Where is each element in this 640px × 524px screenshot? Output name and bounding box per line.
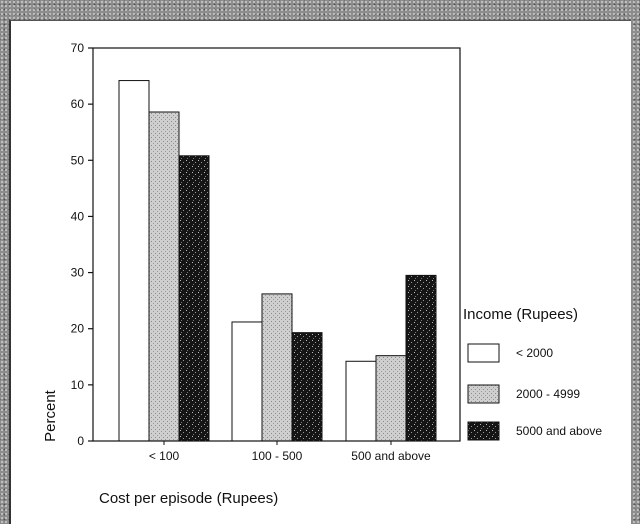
y-tick-label: 70 bbox=[71, 41, 85, 55]
y-axis-title: Percent bbox=[42, 389, 59, 442]
x-axis-title: Cost per episode (Rupees) bbox=[99, 490, 278, 507]
bar-1-series-1 bbox=[118, 80, 150, 442]
y-tick-label: 30 bbox=[71, 266, 85, 280]
bar-3-series-2 bbox=[375, 355, 407, 442]
y-tick-label: 40 bbox=[71, 209, 85, 223]
bar-1-series-2 bbox=[148, 111, 180, 442]
y-tick-label: 50 bbox=[71, 153, 85, 167]
bar-2-series-2 bbox=[261, 293, 293, 442]
bar-3-series-3 bbox=[405, 274, 437, 442]
legend-swatch-1 bbox=[467, 343, 500, 363]
y-tick-label: 60 bbox=[71, 97, 85, 111]
x-tick-label: < 100 bbox=[149, 449, 180, 463]
x-tick-label: 100 - 500 bbox=[252, 449, 303, 463]
bar-2-series-1 bbox=[231, 321, 263, 442]
y-tick-label: 20 bbox=[71, 322, 85, 336]
legend-swatch-3 bbox=[467, 421, 500, 441]
y-tick-label: 0 bbox=[77, 434, 84, 448]
legend-title: Income (Rupees) bbox=[463, 306, 578, 323]
y-tick-label: 10 bbox=[71, 378, 85, 392]
legend-label-3: 5000 and above bbox=[516, 424, 602, 438]
legend-label-1: < 2000 bbox=[516, 346, 553, 360]
bar-chart: 0 10 20 30 40 50 60 70 < 100 100 - 500 500 and abo… bbox=[42, 41, 602, 507]
chart-panel: 0 10 20 30 40 50 60 70 < 100 100 - 500 500 and abo… bbox=[9, 20, 631, 524]
bar-2-series-3 bbox=[291, 332, 323, 442]
legend: Income (Rupees) < 2000 2000 - 4999 5000 and… bbox=[463, 306, 602, 441]
legend-swatch-2 bbox=[467, 384, 500, 404]
axes: 0 10 20 30 40 50 60 70 < 100 100 - 500 500 and abo… bbox=[42, 41, 461, 507]
bar-1-series-3 bbox=[178, 155, 210, 442]
x-tick-label: 500 and above bbox=[351, 449, 431, 463]
bars bbox=[118, 80, 437, 442]
bar-3-series-1 bbox=[345, 360, 377, 442]
legend-label-2: 2000 - 4999 bbox=[516, 387, 580, 401]
